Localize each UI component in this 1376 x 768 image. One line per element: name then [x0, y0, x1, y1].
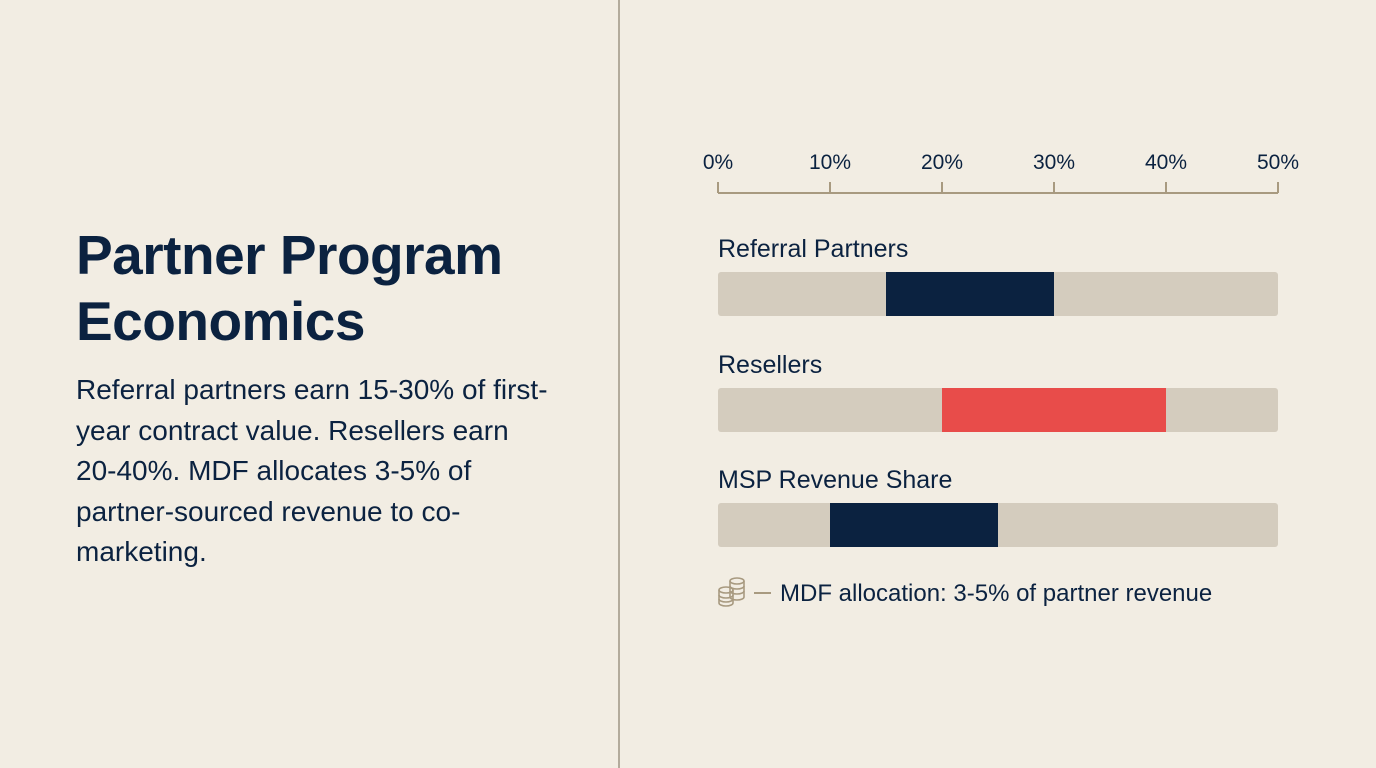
range-bar	[886, 272, 1054, 316]
x-tick-label: 50%	[1257, 151, 1299, 174]
slide-body-text: Referral partners earn 15-30% of first-y…	[76, 374, 548, 567]
x-tick-label: 0%	[703, 151, 733, 174]
range-bar	[830, 503, 998, 547]
range-bar	[942, 388, 1166, 432]
x-tick-label: 40%	[1145, 151, 1187, 174]
x-tick-label: 20%	[921, 151, 963, 174]
coins-icon	[718, 577, 745, 607]
x-axis: 0% 10% 20% 30% 40% 50%	[703, 151, 1299, 194]
slide-title: Partner Program Economics	[76, 224, 503, 352]
range-bars: Referral Partners Resellers MSP Revenue Sh…	[718, 235, 1278, 547]
category-label: Referral Partners	[718, 235, 908, 263]
category-label: Resellers	[718, 351, 822, 379]
mdf-annotation: MDF allocation: 3-5% of partner revenue	[718, 577, 1212, 607]
mdf-annotation-text: MDF allocation: 3-5% of partner revenue	[780, 580, 1212, 607]
x-tick-label: 10%	[809, 151, 851, 174]
category-label: MSP Revenue Share	[718, 466, 952, 494]
x-tick-label: 30%	[1033, 151, 1075, 174]
left-panel: Partner Program Economics Referral partn…	[0, 0, 618, 768]
panel-divider	[618, 0, 620, 768]
